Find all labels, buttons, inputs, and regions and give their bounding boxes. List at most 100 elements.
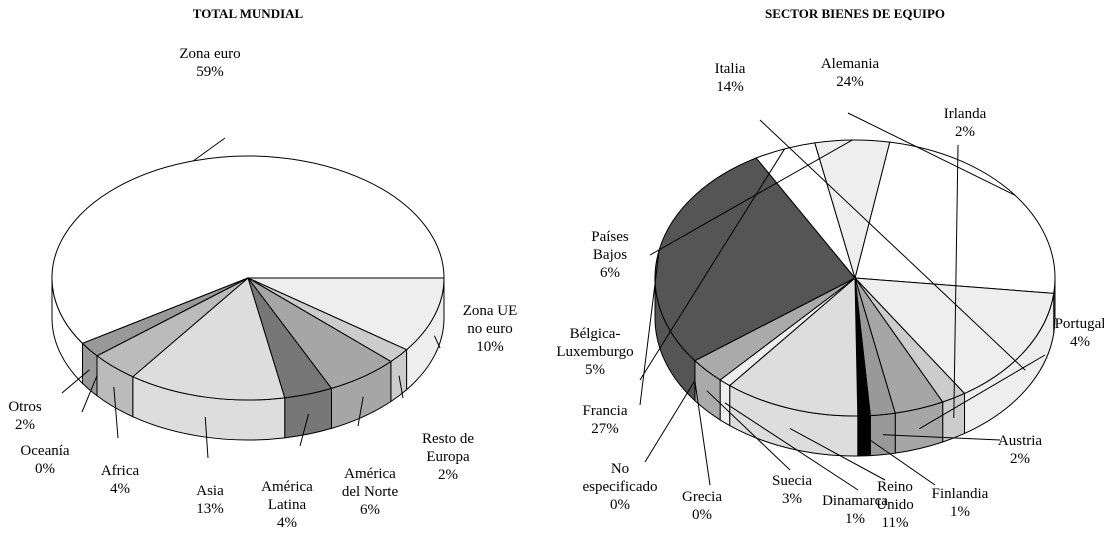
slice-name: Austria bbox=[997, 433, 1043, 449]
slice-label: Reino Unido 11% bbox=[876, 478, 914, 532]
slice-value: 11% bbox=[881, 515, 909, 531]
slice-value: 2% bbox=[15, 417, 35, 433]
slice-name: América Latina bbox=[261, 479, 313, 513]
leader-line bbox=[639, 148, 786, 381]
slice-value: 4% bbox=[110, 481, 130, 497]
slice-label: Italia 14% bbox=[715, 60, 746, 96]
chart-title-text: SECTOR BIENES DE EQUIPO bbox=[764, 6, 946, 21]
leader-line bbox=[694, 380, 711, 486]
pie-slice bbox=[247, 277, 445, 351]
slice-value: 6% bbox=[359, 502, 380, 518]
pie-tops bbox=[654, 139, 1056, 417]
slice-value: 5% bbox=[585, 362, 605, 378]
slice-value: 3% bbox=[781, 491, 802, 507]
slice-label: Asia 13% bbox=[196, 482, 224, 518]
pie-slice bbox=[853, 277, 1055, 395]
slice-label: Oceanía 0% bbox=[20, 442, 69, 478]
chart-title: SECTOR BIENES DE EQUIPO bbox=[765, 6, 945, 22]
slice-label: Dinamarca 1% bbox=[822, 492, 888, 528]
leader-line bbox=[639, 249, 660, 406]
leader-line bbox=[398, 375, 404, 399]
slice-value: 1% bbox=[949, 504, 970, 520]
slice-name: Países Bajos bbox=[591, 229, 629, 263]
slice-name: Grecia bbox=[682, 489, 722, 505]
pie-slice bbox=[81, 277, 249, 357]
pie-sides bbox=[654, 277, 1056, 457]
leader-line bbox=[919, 354, 1046, 430]
slice-value: 0% bbox=[34, 461, 55, 477]
slice-label: No especificado 0% bbox=[583, 460, 658, 514]
leader-line bbox=[61, 369, 90, 394]
slice-name: Resto de Europa bbox=[421, 431, 475, 465]
slice-value: 13% bbox=[196, 501, 224, 517]
slice-value: 0% bbox=[692, 507, 712, 523]
slice-label: Países Bajos 6% bbox=[591, 228, 629, 282]
slice-name: Finlandia bbox=[931, 486, 989, 502]
chart-title: TOTAL MUNDIAL bbox=[193, 6, 303, 22]
slice-name: Portugal bbox=[1054, 316, 1104, 332]
pie-sides bbox=[51, 277, 445, 441]
leader-line bbox=[724, 402, 859, 491]
slice-label: Finlandia 1% bbox=[932, 485, 989, 521]
slice-value: 59% bbox=[196, 64, 224, 80]
slice-name: No especificado bbox=[582, 461, 658, 495]
slice-name: Alemania bbox=[820, 56, 880, 72]
leader-line bbox=[847, 112, 1016, 196]
slice-value: 0% bbox=[610, 497, 630, 513]
leader-line bbox=[113, 386, 119, 439]
slice-value: 1% bbox=[844, 511, 865, 527]
leader-line bbox=[863, 435, 936, 486]
slice-value: 6% bbox=[600, 265, 620, 281]
slice-value: 24% bbox=[836, 74, 864, 90]
slice-name: Reino Unido bbox=[876, 479, 914, 513]
slice-name: Zona UE no euro bbox=[462, 303, 518, 337]
leader-line bbox=[644, 380, 696, 463]
slice-name: Zona euro bbox=[179, 46, 241, 62]
leader-line bbox=[433, 335, 441, 349]
slice-label: Francia 27% bbox=[583, 402, 628, 438]
slice-label: Alemania 24% bbox=[821, 55, 879, 91]
slice-name: Francia bbox=[582, 403, 628, 419]
chart-title-text: TOTAL MUNDIAL bbox=[192, 6, 304, 21]
slice-name: Irlanda bbox=[943, 106, 987, 122]
slice-value: 4% bbox=[276, 515, 297, 531]
slice-label: Austria 2% bbox=[998, 432, 1042, 468]
slice-name: Asia bbox=[196, 483, 224, 499]
slice-label: Bélgica- Luxemburgo 5% bbox=[556, 325, 633, 379]
slice-name: Bélgica- Luxemburgo bbox=[556, 326, 634, 360]
leader-line bbox=[882, 434, 1001, 441]
slice-name: Otros bbox=[8, 399, 42, 415]
slice-value: 2% bbox=[437, 467, 458, 483]
slice-label: Zona UE no euro 10% bbox=[463, 302, 518, 356]
slice-label: América del Norte 6% bbox=[342, 465, 398, 519]
slice-label: Portugal 4% bbox=[1055, 315, 1104, 351]
pie-side bbox=[857, 415, 871, 457]
slice-value: 2% bbox=[1009, 451, 1030, 467]
slice-label: América Latina 4% bbox=[261, 478, 313, 532]
slice-label: Africa 4% bbox=[101, 462, 139, 498]
slice-name: Oceanía bbox=[20, 443, 70, 459]
leader-line bbox=[789, 428, 886, 481]
leader-line bbox=[204, 417, 209, 459]
pie-slice bbox=[728, 276, 859, 417]
leader-line bbox=[649, 139, 853, 256]
leader-line bbox=[357, 396, 364, 427]
pie-slice bbox=[854, 141, 1056, 294]
leader-line bbox=[759, 119, 1026, 371]
pie-tops bbox=[51, 155, 445, 401]
slice-label: Irlanda 2% bbox=[944, 105, 986, 141]
slice-label: Suecia 3% bbox=[772, 472, 812, 508]
slice-label: Resto de Europa 2% bbox=[422, 430, 474, 484]
slice-name: América del Norte bbox=[341, 466, 399, 500]
leader-line bbox=[193, 137, 226, 162]
slice-name: Africa bbox=[100, 463, 140, 479]
slice-label: Zona euro 59% bbox=[179, 45, 240, 81]
slice-name: Suecia bbox=[772, 473, 812, 489]
slice-value: 14% bbox=[716, 79, 744, 95]
leader-line bbox=[953, 144, 959, 418]
slice-value: 10% bbox=[476, 339, 504, 355]
slice-value: 2% bbox=[954, 124, 975, 140]
leader-line bbox=[81, 375, 98, 413]
